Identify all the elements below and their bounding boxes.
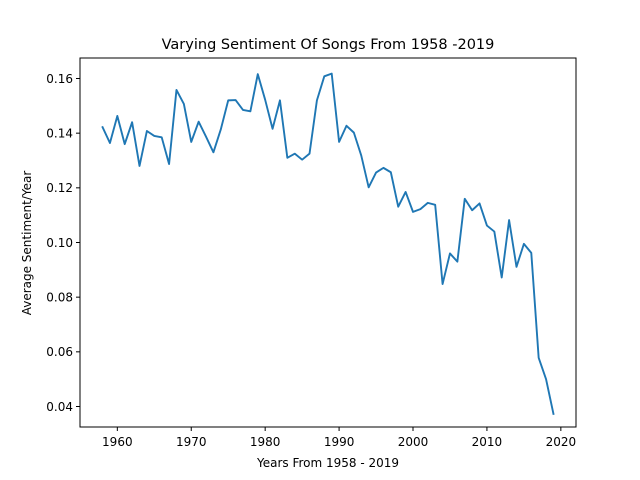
x-tick-label: 2000 bbox=[398, 435, 429, 449]
y-tick-label: 0.16 bbox=[46, 72, 73, 86]
x-axis: 1960 1970 1980 1990 2000 2010 2020 bbox=[102, 427, 576, 449]
x-tick-label: 2010 bbox=[472, 435, 503, 449]
y-tick-label: 0.08 bbox=[46, 290, 73, 304]
x-tick-label: 1960 bbox=[102, 435, 133, 449]
x-tick-label: 1980 bbox=[250, 435, 281, 449]
x-axis-label: Years From 1958 - 2019 bbox=[256, 456, 399, 470]
y-tick-label: 0.12 bbox=[46, 181, 73, 195]
y-tick-label: 0.06 bbox=[46, 345, 73, 359]
y-tick-label: 0.14 bbox=[46, 126, 73, 140]
x-tick-label: 1990 bbox=[324, 435, 355, 449]
x-tick-label: 2020 bbox=[546, 435, 577, 449]
y-axis-label: Average Sentiment/Year bbox=[20, 171, 34, 316]
x-tick-label: 1970 bbox=[176, 435, 207, 449]
sentiment-series-line bbox=[101, 72, 555, 416]
axes-frame bbox=[79, 57, 577, 428]
chart-title: Varying Sentiment Of Songs From 1958 -20… bbox=[162, 37, 495, 53]
y-tick-label: 0.04 bbox=[46, 400, 73, 414]
y-axis: 0.04 0.06 0.08 0.10 0.12 0.14 0.16 bbox=[46, 72, 80, 414]
y-tick-label: 0.10 bbox=[46, 236, 73, 250]
